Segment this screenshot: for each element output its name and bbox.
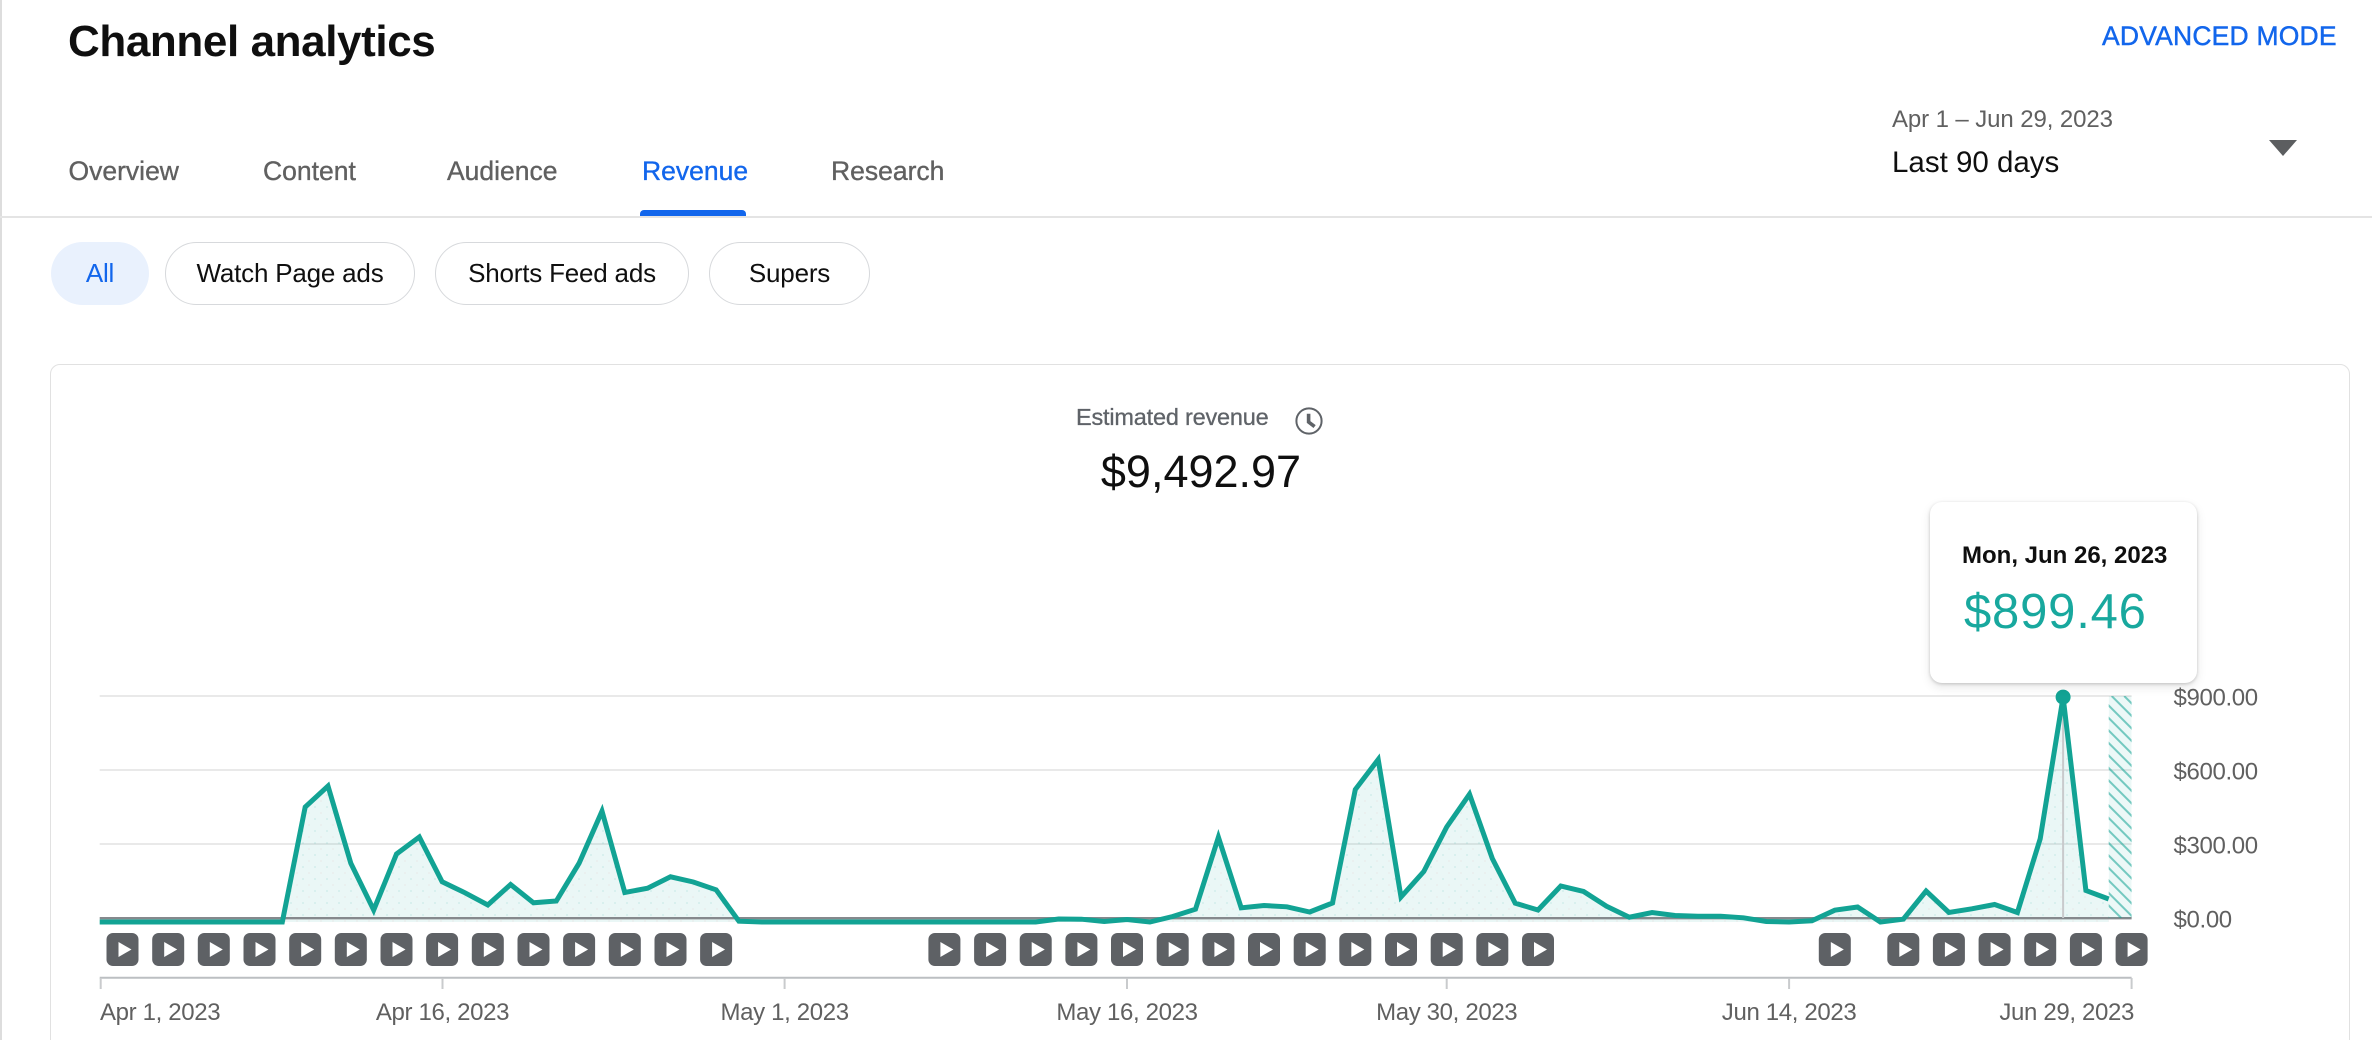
svg-text:Apr 1, 2023: Apr 1, 2023 — [100, 999, 220, 1026]
svg-text:Jun 14, 2023: Jun 14, 2023 — [1722, 999, 1857, 1026]
svg-text:$900.00: $900.00 — [2174, 685, 2258, 712]
svg-text:$300.00: $300.00 — [2174, 833, 2258, 860]
svg-text:Apr 16, 2023: Apr 16, 2023 — [376, 999, 509, 1026]
svg-text:May 16, 2023: May 16, 2023 — [1056, 999, 1197, 1026]
svg-text:May 1, 2023: May 1, 2023 — [720, 999, 848, 1026]
svg-text:May 30, 2023: May 30, 2023 — [1376, 999, 1517, 1026]
svg-text:Jun 29, 2023: Jun 29, 2023 — [1999, 999, 2134, 1026]
svg-text:$0.00: $0.00 — [2174, 907, 2232, 934]
svg-text:$600.00: $600.00 — [2174, 759, 2258, 786]
